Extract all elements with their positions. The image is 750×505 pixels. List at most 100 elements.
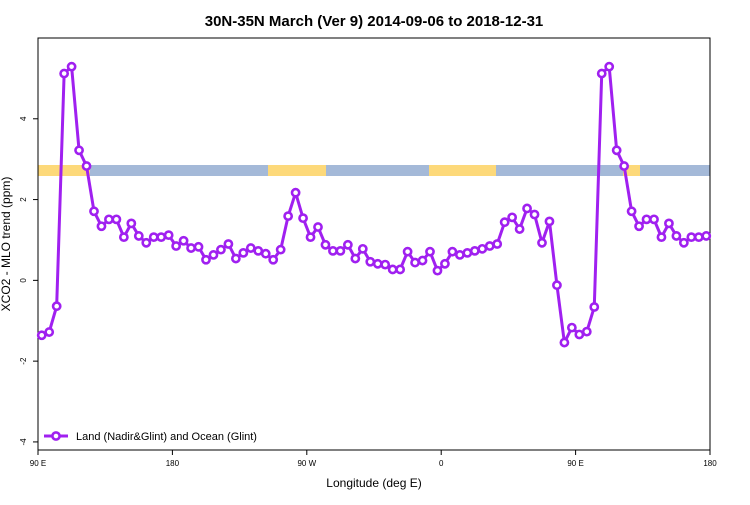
data-point bbox=[118, 232, 129, 243]
y-tick-label: 0 bbox=[19, 278, 28, 283]
data-point bbox=[447, 246, 458, 257]
data-point bbox=[537, 237, 547, 248]
data-point bbox=[193, 241, 204, 252]
data-point bbox=[275, 244, 286, 255]
x-tick-label: 180 bbox=[703, 459, 717, 468]
data-point bbox=[596, 68, 607, 79]
y-axis-label: XCO2 - MLO trend (ppm) bbox=[0, 177, 13, 312]
data-point bbox=[619, 161, 630, 171]
data-point bbox=[484, 241, 495, 251]
data-point bbox=[59, 68, 70, 79]
y-tick-label: -2 bbox=[19, 357, 28, 365]
data-point bbox=[671, 231, 682, 241]
data-point bbox=[104, 214, 114, 225]
data-point bbox=[298, 213, 308, 224]
data-point bbox=[641, 214, 652, 225]
data-point bbox=[51, 301, 62, 312]
data-point bbox=[387, 264, 398, 275]
data-point bbox=[44, 327, 55, 337]
data-point bbox=[201, 254, 211, 265]
ocean-band bbox=[640, 165, 710, 176]
data-point bbox=[410, 257, 420, 268]
data-point bbox=[163, 230, 174, 241]
x-axis-label: Longitude (deg E) bbox=[326, 476, 421, 490]
data-point bbox=[492, 239, 503, 249]
data-point bbox=[186, 243, 196, 253]
data-point bbox=[664, 218, 674, 229]
data-point bbox=[238, 247, 249, 258]
data-point bbox=[507, 212, 518, 223]
data-point bbox=[245, 243, 256, 253]
data-point bbox=[305, 232, 316, 243]
x-tick-label: 90 W bbox=[297, 459, 316, 468]
data-point bbox=[320, 239, 331, 250]
legend-label: Land (Nadir&Glint) and Ocean (Glint) bbox=[76, 431, 257, 443]
data-point bbox=[566, 322, 577, 333]
data-point bbox=[589, 302, 600, 312]
data-point bbox=[208, 250, 219, 260]
data-point bbox=[216, 244, 226, 255]
data-point bbox=[350, 253, 361, 264]
data-point bbox=[454, 250, 465, 260]
data-point bbox=[581, 326, 592, 337]
data-point bbox=[283, 211, 294, 222]
data-point bbox=[126, 218, 137, 229]
x-tick-label: 180 bbox=[166, 459, 180, 468]
x-tick-label: 90 E bbox=[567, 459, 583, 468]
data-point bbox=[417, 255, 428, 266]
legend-swatch-point bbox=[51, 431, 61, 441]
data-point bbox=[268, 254, 279, 265]
data-point bbox=[649, 214, 659, 225]
data-point bbox=[693, 232, 704, 243]
data-point bbox=[440, 258, 450, 269]
data-point bbox=[89, 206, 99, 217]
data-point bbox=[522, 203, 532, 214]
data-point bbox=[335, 245, 346, 256]
data-point bbox=[514, 224, 525, 234]
data-point bbox=[133, 231, 144, 241]
ocean-band bbox=[326, 165, 429, 176]
ocean-band bbox=[90, 165, 268, 176]
y-tick-label: -4 bbox=[19, 438, 28, 446]
data-point bbox=[313, 222, 323, 232]
data-point bbox=[357, 243, 368, 254]
data-point bbox=[395, 264, 406, 275]
data-point bbox=[574, 329, 585, 340]
x-tick-label: 90 E bbox=[30, 459, 46, 468]
data-point bbox=[425, 246, 435, 257]
data-point bbox=[462, 247, 473, 258]
data-point bbox=[96, 221, 107, 232]
data-point bbox=[529, 209, 540, 220]
data-point bbox=[686, 232, 697, 243]
data-point bbox=[469, 245, 480, 256]
data-point bbox=[253, 245, 264, 256]
data-point bbox=[477, 243, 488, 254]
data-point bbox=[402, 246, 413, 257]
data-point bbox=[611, 145, 622, 156]
data-point bbox=[380, 259, 391, 270]
data-point bbox=[634, 221, 644, 232]
data-point bbox=[365, 256, 376, 267]
data-point bbox=[230, 253, 241, 264]
data-point bbox=[701, 231, 712, 241]
data-point bbox=[626, 206, 637, 217]
y-tick-label: 2 bbox=[19, 197, 28, 202]
data-point bbox=[656, 232, 667, 243]
plot-frame bbox=[37, 37, 711, 451]
data-point bbox=[74, 145, 84, 156]
data-point bbox=[342, 239, 353, 250]
data-point bbox=[290, 187, 301, 198]
data-point bbox=[141, 237, 152, 248]
data-point bbox=[678, 237, 689, 248]
data-point bbox=[178, 235, 189, 246]
data-point bbox=[111, 214, 122, 225]
data-point bbox=[604, 61, 615, 72]
data-point bbox=[148, 232, 159, 243]
data-point bbox=[171, 241, 182, 251]
y-tick-label: 4 bbox=[19, 116, 28, 121]
data-point bbox=[66, 61, 77, 72]
data-point bbox=[81, 161, 92, 171]
land-ocean-band bbox=[38, 165, 710, 176]
data-point bbox=[328, 245, 338, 256]
